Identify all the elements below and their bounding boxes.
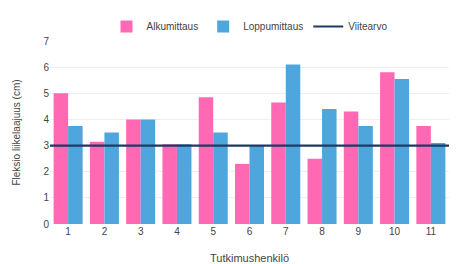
svg-text:2: 2: [43, 166, 49, 177]
svg-text:6: 6: [43, 62, 49, 73]
svg-text:6: 6: [247, 226, 253, 237]
svg-text:3: 3: [138, 226, 144, 237]
svg-text:11: 11: [426, 226, 437, 237]
svg-text:1: 1: [65, 226, 71, 237]
svg-text:Alkumittaus: Alkumittaus: [147, 21, 199, 32]
svg-text:9: 9: [356, 226, 362, 237]
svg-text:8: 8: [319, 226, 325, 237]
svg-text:5: 5: [210, 226, 216, 237]
svg-text:Viitearvo: Viitearvo: [348, 21, 387, 32]
svg-text:0: 0: [43, 219, 49, 230]
svg-text:Loppumittaus: Loppumittaus: [243, 21, 303, 32]
svg-text:1: 1: [43, 192, 49, 203]
svg-text:4: 4: [43, 114, 49, 125]
svg-text:7: 7: [43, 36, 49, 47]
svg-text:7: 7: [283, 226, 289, 237]
svg-text:5: 5: [43, 88, 49, 99]
svg-text:4: 4: [174, 226, 180, 237]
svg-text:2: 2: [102, 226, 108, 237]
svg-text:10: 10: [389, 226, 401, 237]
svg-text:Fleksio liikelaajuus (cm): Fleksio liikelaajuus (cm): [11, 79, 22, 185]
svg-text:3: 3: [43, 140, 49, 151]
svg-text:Tutkimushenkilö: Tutkimushenkilö: [210, 252, 289, 264]
